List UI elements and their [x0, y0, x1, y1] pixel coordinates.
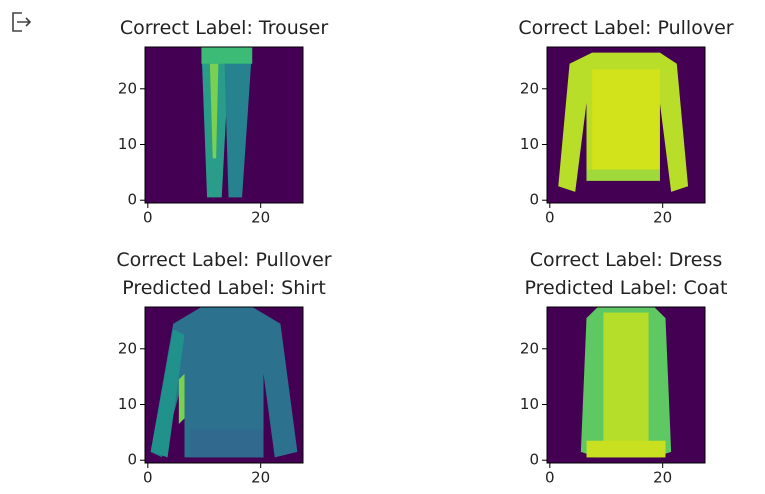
image — [558, 52, 689, 192]
subplot: Correct Label: Trouser 0 20 0 10 20 — [118, 17, 328, 227]
image — [580, 307, 672, 458]
y-tick-label: 0 — [127, 191, 137, 209]
y-tick-label: 0 — [529, 451, 539, 469]
subplot: Correct Label: Dress Predicted Label: Coa… — [520, 249, 728, 487]
garment — [150, 329, 185, 458]
y-tick-label: 10 — [520, 135, 539, 153]
x-tick-label: 0 — [143, 209, 153, 227]
garment — [190, 429, 264, 458]
x-tick-label: 0 — [545, 209, 555, 227]
garment — [586, 440, 666, 458]
x-tick-label: 20 — [251, 469, 270, 487]
x-tick-label: 20 — [251, 209, 270, 227]
y-tick-label: 20 — [118, 79, 137, 97]
subplot-title: Correct Label: Trouser — [120, 17, 329, 39]
y-tick-label: 20 — [520, 79, 539, 97]
garment — [178, 373, 185, 424]
garment — [224, 47, 253, 198]
x-tick-label: 0 — [143, 469, 153, 487]
y-tick-label: 20 — [118, 339, 137, 357]
axes-frame — [144, 46, 304, 204]
subplot: Correct Label: Pullover Predicted Label: … — [116, 249, 331, 487]
subplot-title: Predicted Label: Shirt — [122, 277, 326, 299]
x-tick-label: 20 — [653, 469, 672, 487]
x-tick-label: 0 — [545, 469, 555, 487]
image — [201, 47, 253, 198]
axes-frame — [546, 46, 706, 204]
subplot-title: Correct Label: Dress — [530, 249, 723, 271]
axes-frame — [144, 306, 304, 464]
y-tick-label: 20 — [520, 339, 539, 357]
axes-frame — [546, 306, 706, 464]
garment — [592, 69, 660, 170]
y-tick-label: 0 — [529, 191, 539, 209]
garment — [209, 63, 219, 159]
output-icon — [12, 12, 32, 32]
y-tick-label: 10 — [118, 395, 137, 413]
y-tick-label: 0 — [127, 451, 137, 469]
image — [150, 307, 298, 458]
subplot: Correct Label: Pullover 0 20 0 10 20 — [518, 17, 733, 227]
garment — [586, 169, 660, 181]
garment — [201, 47, 253, 64]
garment — [603, 312, 649, 447]
garment — [150, 307, 298, 458]
subplot-title: Correct Label: Pullover — [518, 17, 733, 39]
x-tick-label: 20 — [653, 209, 672, 227]
subplot-title: Correct Label: Pullover — [116, 249, 331, 271]
subplot-title: Predicted Label: Coat — [525, 277, 728, 299]
y-tick-label: 10 — [520, 395, 539, 413]
y-tick-label: 10 — [118, 135, 137, 153]
